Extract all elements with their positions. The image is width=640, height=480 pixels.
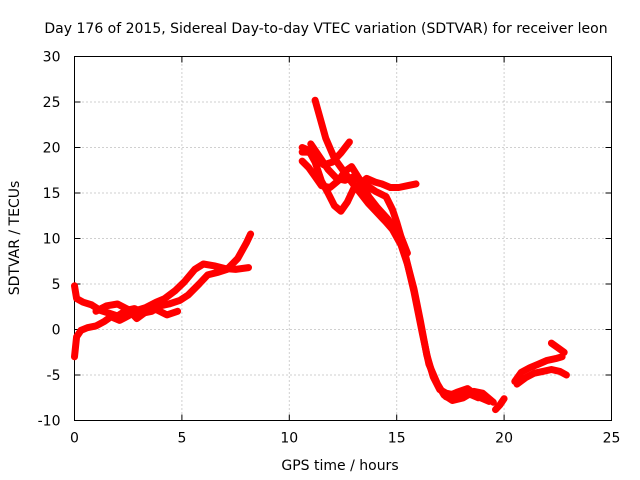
- series-track-b: [71, 260, 252, 361]
- data-series: [71, 96, 570, 414]
- x-tick-label: 10: [280, 431, 298, 447]
- series-track-i: [442, 385, 493, 405]
- x-tick-label: 15: [388, 431, 406, 447]
- series-track-h: [307, 140, 411, 257]
- y-tick-label: 20: [43, 141, 61, 157]
- axis-ticks: 0 5 10 15 20 25 -10 -5 0 5 10 15 20 25 30: [38, 50, 621, 447]
- y-axis-label: SDTVAR / TECUs: [7, 181, 23, 296]
- series-track-k: [511, 353, 566, 385]
- series-track-m: [547, 339, 568, 356]
- x-axis-label: GPS time / hours: [281, 458, 398, 474]
- y-tick-label: 10: [43, 232, 61, 248]
- y-tick-label: 30: [43, 50, 61, 66]
- series-track-c: [92, 300, 182, 323]
- y-tick-label: 0: [52, 323, 61, 339]
- y-tick-label: -5: [47, 368, 61, 384]
- chart-title: Day 176 of 2015, Sidereal Day-to-day VTE…: [44, 21, 607, 37]
- y-tick-label: 25: [43, 95, 61, 111]
- x-tick-label: 20: [495, 431, 513, 447]
- series-track-j: [492, 395, 508, 414]
- series-track-l: [513, 366, 570, 388]
- y-tick-label: 5: [52, 277, 61, 293]
- x-tick-label: 25: [603, 431, 621, 447]
- series-track-f: [298, 157, 497, 406]
- series-track-a: [71, 230, 255, 320]
- y-tick-label: -10: [38, 414, 61, 430]
- y-tick-label: 15: [43, 186, 61, 202]
- x-tick-label: 0: [70, 431, 79, 447]
- x-tick-label: 5: [177, 431, 186, 447]
